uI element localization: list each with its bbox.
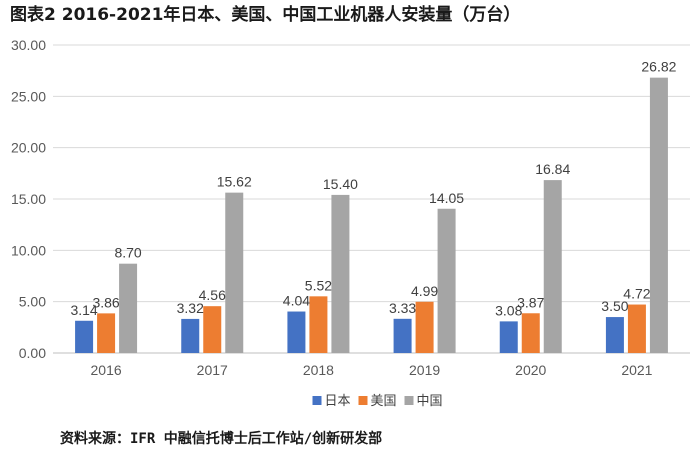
x-axis: 2016 2017 2018 2019 2020 2021 xyxy=(91,362,653,378)
legend-swatch xyxy=(358,396,368,405)
data-label: 3.08 xyxy=(495,302,522,318)
bar xyxy=(393,318,412,353)
legend: 日本 美国 中国 xyxy=(312,394,443,409)
bar xyxy=(437,208,456,353)
x-tick-label: 2017 xyxy=(197,362,228,378)
data-label: 4.56 xyxy=(199,287,226,303)
bar xyxy=(181,318,200,353)
y-tick-label: 5.00 xyxy=(19,294,46,310)
x-tick-label: 2020 xyxy=(515,362,546,378)
data-label: 3.32 xyxy=(177,300,204,316)
x-tick-label: 2021 xyxy=(621,362,652,378)
x-tick-label: 2019 xyxy=(409,362,440,378)
data-label: 3.86 xyxy=(92,294,119,310)
data-label: 3.33 xyxy=(389,300,416,316)
legend-label: 中国 xyxy=(417,394,443,409)
bar xyxy=(415,301,434,353)
data-label: 4.04 xyxy=(283,293,310,309)
y-tick-label: 30.00 xyxy=(11,37,46,53)
data-label: 15.62 xyxy=(217,174,252,190)
x-tick-label: 2016 xyxy=(91,362,122,378)
x-tick-label: 2018 xyxy=(303,362,334,378)
gridlines xyxy=(53,44,690,354)
bar xyxy=(331,194,350,353)
data-label: 8.70 xyxy=(114,245,141,261)
bar xyxy=(225,192,244,353)
data-label: 15.40 xyxy=(323,176,358,192)
bar xyxy=(75,320,94,353)
y-tick-label: 10.00 xyxy=(11,242,46,258)
source-note: 资料来源：IFR 中融信托博士后工作站/创新研发部 xyxy=(60,431,383,447)
bar xyxy=(287,311,306,353)
data-label: 4.99 xyxy=(411,283,438,299)
bars xyxy=(75,77,668,353)
y-tick-label: 25.00 xyxy=(11,88,46,104)
y-tick-label: 0.00 xyxy=(19,345,46,361)
bar xyxy=(499,321,518,353)
legend-label: 日本 xyxy=(325,394,351,409)
data-label: 3.87 xyxy=(517,294,544,310)
y-axis: 0.00 5.00 10.00 15.00 20.00 25.00 30.00 xyxy=(11,37,46,361)
bar xyxy=(605,317,624,353)
bar xyxy=(203,306,222,353)
data-label: 26.82 xyxy=(641,59,676,75)
bar xyxy=(97,313,116,353)
bar xyxy=(649,77,668,353)
chart-title: 图表2 2016-2021年日本、美国、中国工业机器人安装量（万台） xyxy=(10,5,521,25)
bar xyxy=(627,304,646,353)
data-label: 16.84 xyxy=(535,161,570,177)
data-label: 5.52 xyxy=(305,277,332,293)
y-tick-label: 20.00 xyxy=(11,140,46,156)
data-label: 3.50 xyxy=(601,298,628,314)
data-label: 4.72 xyxy=(623,286,650,302)
data-label: 14.05 xyxy=(429,190,464,206)
bar xyxy=(309,296,328,353)
data-label: 3.14 xyxy=(70,302,97,318)
bar xyxy=(119,263,138,353)
y-tick-label: 15.00 xyxy=(11,191,46,207)
legend-swatch xyxy=(312,396,322,405)
legend-swatch xyxy=(404,396,414,405)
data-labels: 3.143.86 8.70 3.324.56 15.62 4.045.52 15.40 3.… xyxy=(70,59,676,319)
legend-label: 美国 xyxy=(371,394,397,409)
bar xyxy=(543,180,562,353)
bar xyxy=(521,313,540,353)
